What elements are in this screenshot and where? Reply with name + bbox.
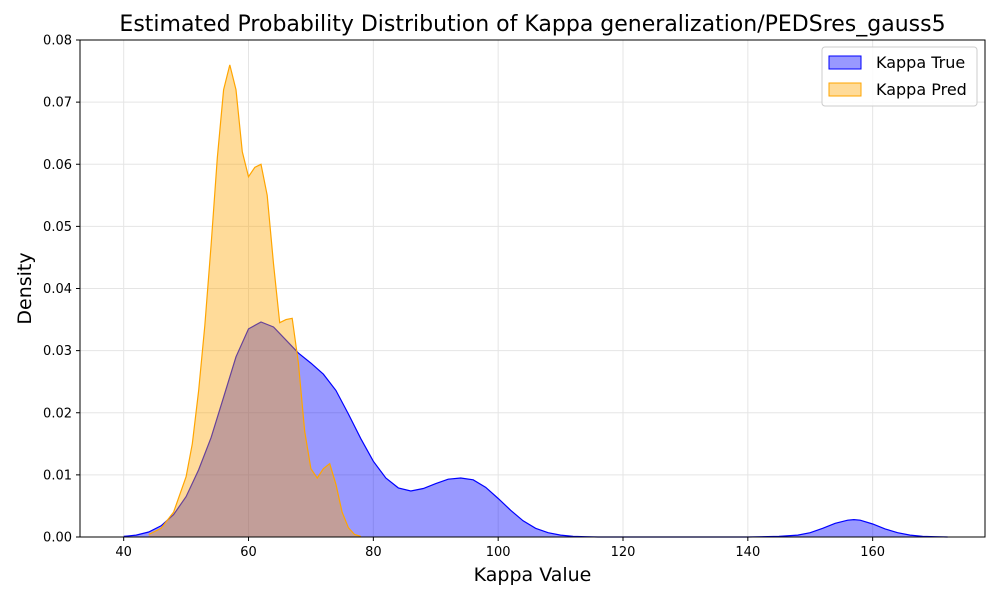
series-area [123,64,948,538]
series-area-1 [148,64,361,538]
y-axis-label: Density [14,252,36,324]
y-tick-label: 0.03 [43,344,72,359]
y-tick-label: 0.08 [43,34,72,49]
legend: Kappa True Kappa Pred [821,46,978,107]
x-axis-label: Kappa Value [474,564,592,586]
axis-ticks: 40 60 80 100 120 140 160 0.00 0.01 0.02 0.03 0.04 0.… [43,34,885,561]
series-area-0 [123,322,948,537]
x-tick-label: 40 [115,545,132,560]
x-tick-label: 100 [486,545,511,560]
y-tick-label: 0.06 [43,158,72,173]
y-tick-label: 0.05 [43,220,72,235]
x-tick-label: 80 [365,545,382,560]
y-tick-label: 0.00 [43,531,72,546]
y-tick-label: 0.07 [43,96,72,111]
x-tick-label: 140 [735,545,760,560]
series-line-0 [123,321,948,538]
x-tick-label: 160 [860,545,885,560]
legend-label-1: Kappa Pred [876,80,967,99]
chart-title: Estimated Probability Distribution of Ka… [119,12,945,37]
legend-swatch-1 [828,82,862,97]
legend-swatch-0 [828,55,862,70]
y-tick-label: 0.04 [43,282,72,297]
y-tick-label: 0.01 [43,468,72,483]
legend-label-0: Kappa True [876,53,965,72]
series-line-1 [148,64,362,537]
x-tick-label: 120 [611,545,636,560]
x-tick-label: 60 [240,545,257,560]
y-tick-label: 0.02 [43,406,72,421]
